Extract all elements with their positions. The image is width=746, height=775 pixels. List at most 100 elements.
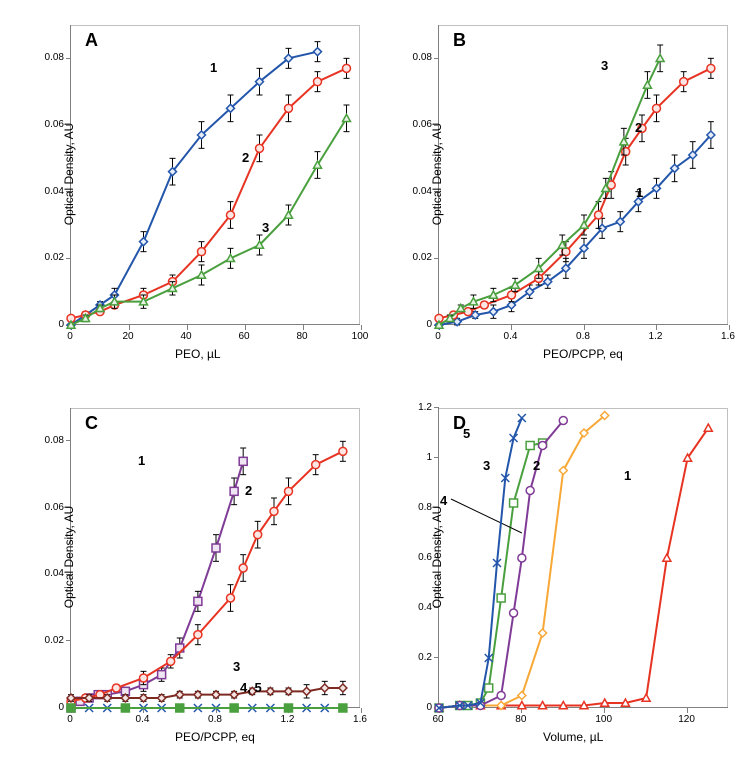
y-tick-label: 0.6 bbox=[400, 552, 432, 563]
series-marker bbox=[239, 457, 247, 465]
series-marker bbox=[158, 694, 166, 702]
y-tick-label: 0 bbox=[32, 319, 64, 330]
series-marker bbox=[680, 78, 688, 86]
series-line bbox=[71, 68, 347, 318]
series-line bbox=[439, 428, 708, 708]
x-tick-label: 80 bbox=[287, 331, 317, 342]
series-label: 1 bbox=[624, 468, 631, 483]
series-label: 4, 5 bbox=[240, 680, 262, 695]
series-marker bbox=[121, 704, 129, 712]
series-marker bbox=[559, 701, 567, 708]
y-tick-label: 0.06 bbox=[400, 119, 432, 130]
y-tick-label: 0 bbox=[400, 319, 432, 330]
series-label: 1 bbox=[636, 185, 643, 200]
x-tick-label: 0 bbox=[55, 331, 85, 342]
x-tick-label: 0.8 bbox=[568, 331, 598, 342]
series-marker bbox=[198, 271, 206, 278]
series-marker bbox=[227, 211, 235, 219]
series-marker bbox=[580, 701, 588, 708]
series-marker bbox=[321, 684, 329, 692]
x-tick-label: 0.4 bbox=[496, 331, 526, 342]
x-axis-label: Volume, µL bbox=[543, 730, 603, 744]
x-tick-label: 80 bbox=[506, 714, 536, 725]
series-marker bbox=[176, 690, 184, 698]
series-marker bbox=[314, 48, 322, 56]
series-line bbox=[439, 68, 711, 318]
series-label: 2 bbox=[533, 458, 540, 473]
series-marker bbox=[230, 704, 238, 712]
y-tick-label: 0.04 bbox=[400, 186, 432, 197]
series-marker bbox=[704, 424, 712, 431]
x-axis-label: PEO/PCPP, eq bbox=[175, 730, 255, 744]
series-label: 1 bbox=[138, 453, 145, 468]
series-marker bbox=[485, 684, 493, 692]
figure-grid: A Optical Density, AU PEO, µL 0 0.02 0.04 0.06… bbox=[0, 0, 746, 775]
series-marker bbox=[480, 301, 488, 309]
series-marker bbox=[510, 499, 518, 507]
series-marker bbox=[140, 694, 148, 702]
series-marker bbox=[526, 441, 534, 449]
panel-d: DOptical Density, AUVolume, µL00.20.40.6… bbox=[378, 393, 736, 766]
series-marker bbox=[559, 466, 567, 474]
y-tick-label: 0 bbox=[400, 702, 432, 713]
series-marker bbox=[539, 701, 547, 708]
y-tick-label: 1 bbox=[400, 452, 432, 463]
series-marker bbox=[343, 64, 351, 72]
series-marker bbox=[303, 687, 311, 695]
y-tick-label: 0.8 bbox=[400, 502, 432, 513]
panel-label: B bbox=[453, 30, 466, 51]
x-tick-label: 0 bbox=[423, 331, 453, 342]
series-marker bbox=[212, 544, 220, 552]
y-axis-label: Optical Density, AU bbox=[430, 505, 444, 607]
series-label: 5 bbox=[463, 426, 470, 441]
series-marker bbox=[270, 507, 278, 515]
y-tick-label: 0.06 bbox=[32, 502, 64, 513]
y-axis-label: Optical Density, AU bbox=[62, 123, 76, 225]
x-tick-label: 0.4 bbox=[128, 714, 158, 725]
x-tick-label: 100 bbox=[345, 331, 375, 342]
series-marker bbox=[230, 690, 238, 698]
series-marker bbox=[198, 248, 206, 256]
series-marker bbox=[595, 211, 603, 219]
y-tick-label: 0.04 bbox=[32, 568, 64, 579]
series-marker bbox=[158, 670, 166, 678]
series-marker bbox=[539, 629, 547, 637]
series-marker bbox=[601, 699, 609, 706]
series-marker bbox=[643, 81, 651, 88]
series-line bbox=[439, 135, 711, 325]
series-marker bbox=[707, 64, 715, 72]
y-tick-label: 0.08 bbox=[32, 52, 64, 63]
x-tick-label: 120 bbox=[672, 714, 702, 725]
series-label: 2 bbox=[245, 483, 252, 498]
series-label: 3 bbox=[262, 220, 269, 235]
series-marker bbox=[254, 530, 262, 538]
x-tick-label: 0 bbox=[55, 714, 85, 725]
series-label: 2 bbox=[242, 150, 249, 165]
y-tick-label: 1.2 bbox=[400, 402, 432, 413]
x-tick-label: 1.2 bbox=[273, 714, 303, 725]
plot-area bbox=[438, 25, 728, 325]
series-marker bbox=[285, 704, 293, 712]
y-tick-label: 0.4 bbox=[400, 602, 432, 613]
series-marker bbox=[111, 298, 119, 305]
y-tick-label: 0.02 bbox=[32, 252, 64, 263]
x-tick-label: 1.6 bbox=[713, 331, 743, 342]
series-marker bbox=[489, 308, 497, 316]
series-marker bbox=[622, 148, 630, 156]
panel-label: A bbox=[85, 30, 98, 51]
series-marker bbox=[312, 460, 320, 468]
series-line bbox=[439, 58, 660, 325]
x-tick-label: 40 bbox=[171, 331, 201, 342]
series-marker bbox=[140, 238, 148, 246]
series-marker bbox=[212, 690, 220, 698]
y-tick-label: 0.06 bbox=[32, 119, 64, 130]
series-line bbox=[71, 52, 318, 325]
series-marker bbox=[497, 691, 505, 699]
series-marker bbox=[526, 486, 534, 494]
series-line bbox=[439, 420, 563, 708]
series-marker bbox=[497, 594, 505, 602]
series-marker bbox=[227, 594, 235, 602]
series-marker bbox=[339, 704, 347, 712]
series-marker bbox=[176, 704, 184, 712]
x-axis-label: PEO, µL bbox=[175, 347, 221, 361]
